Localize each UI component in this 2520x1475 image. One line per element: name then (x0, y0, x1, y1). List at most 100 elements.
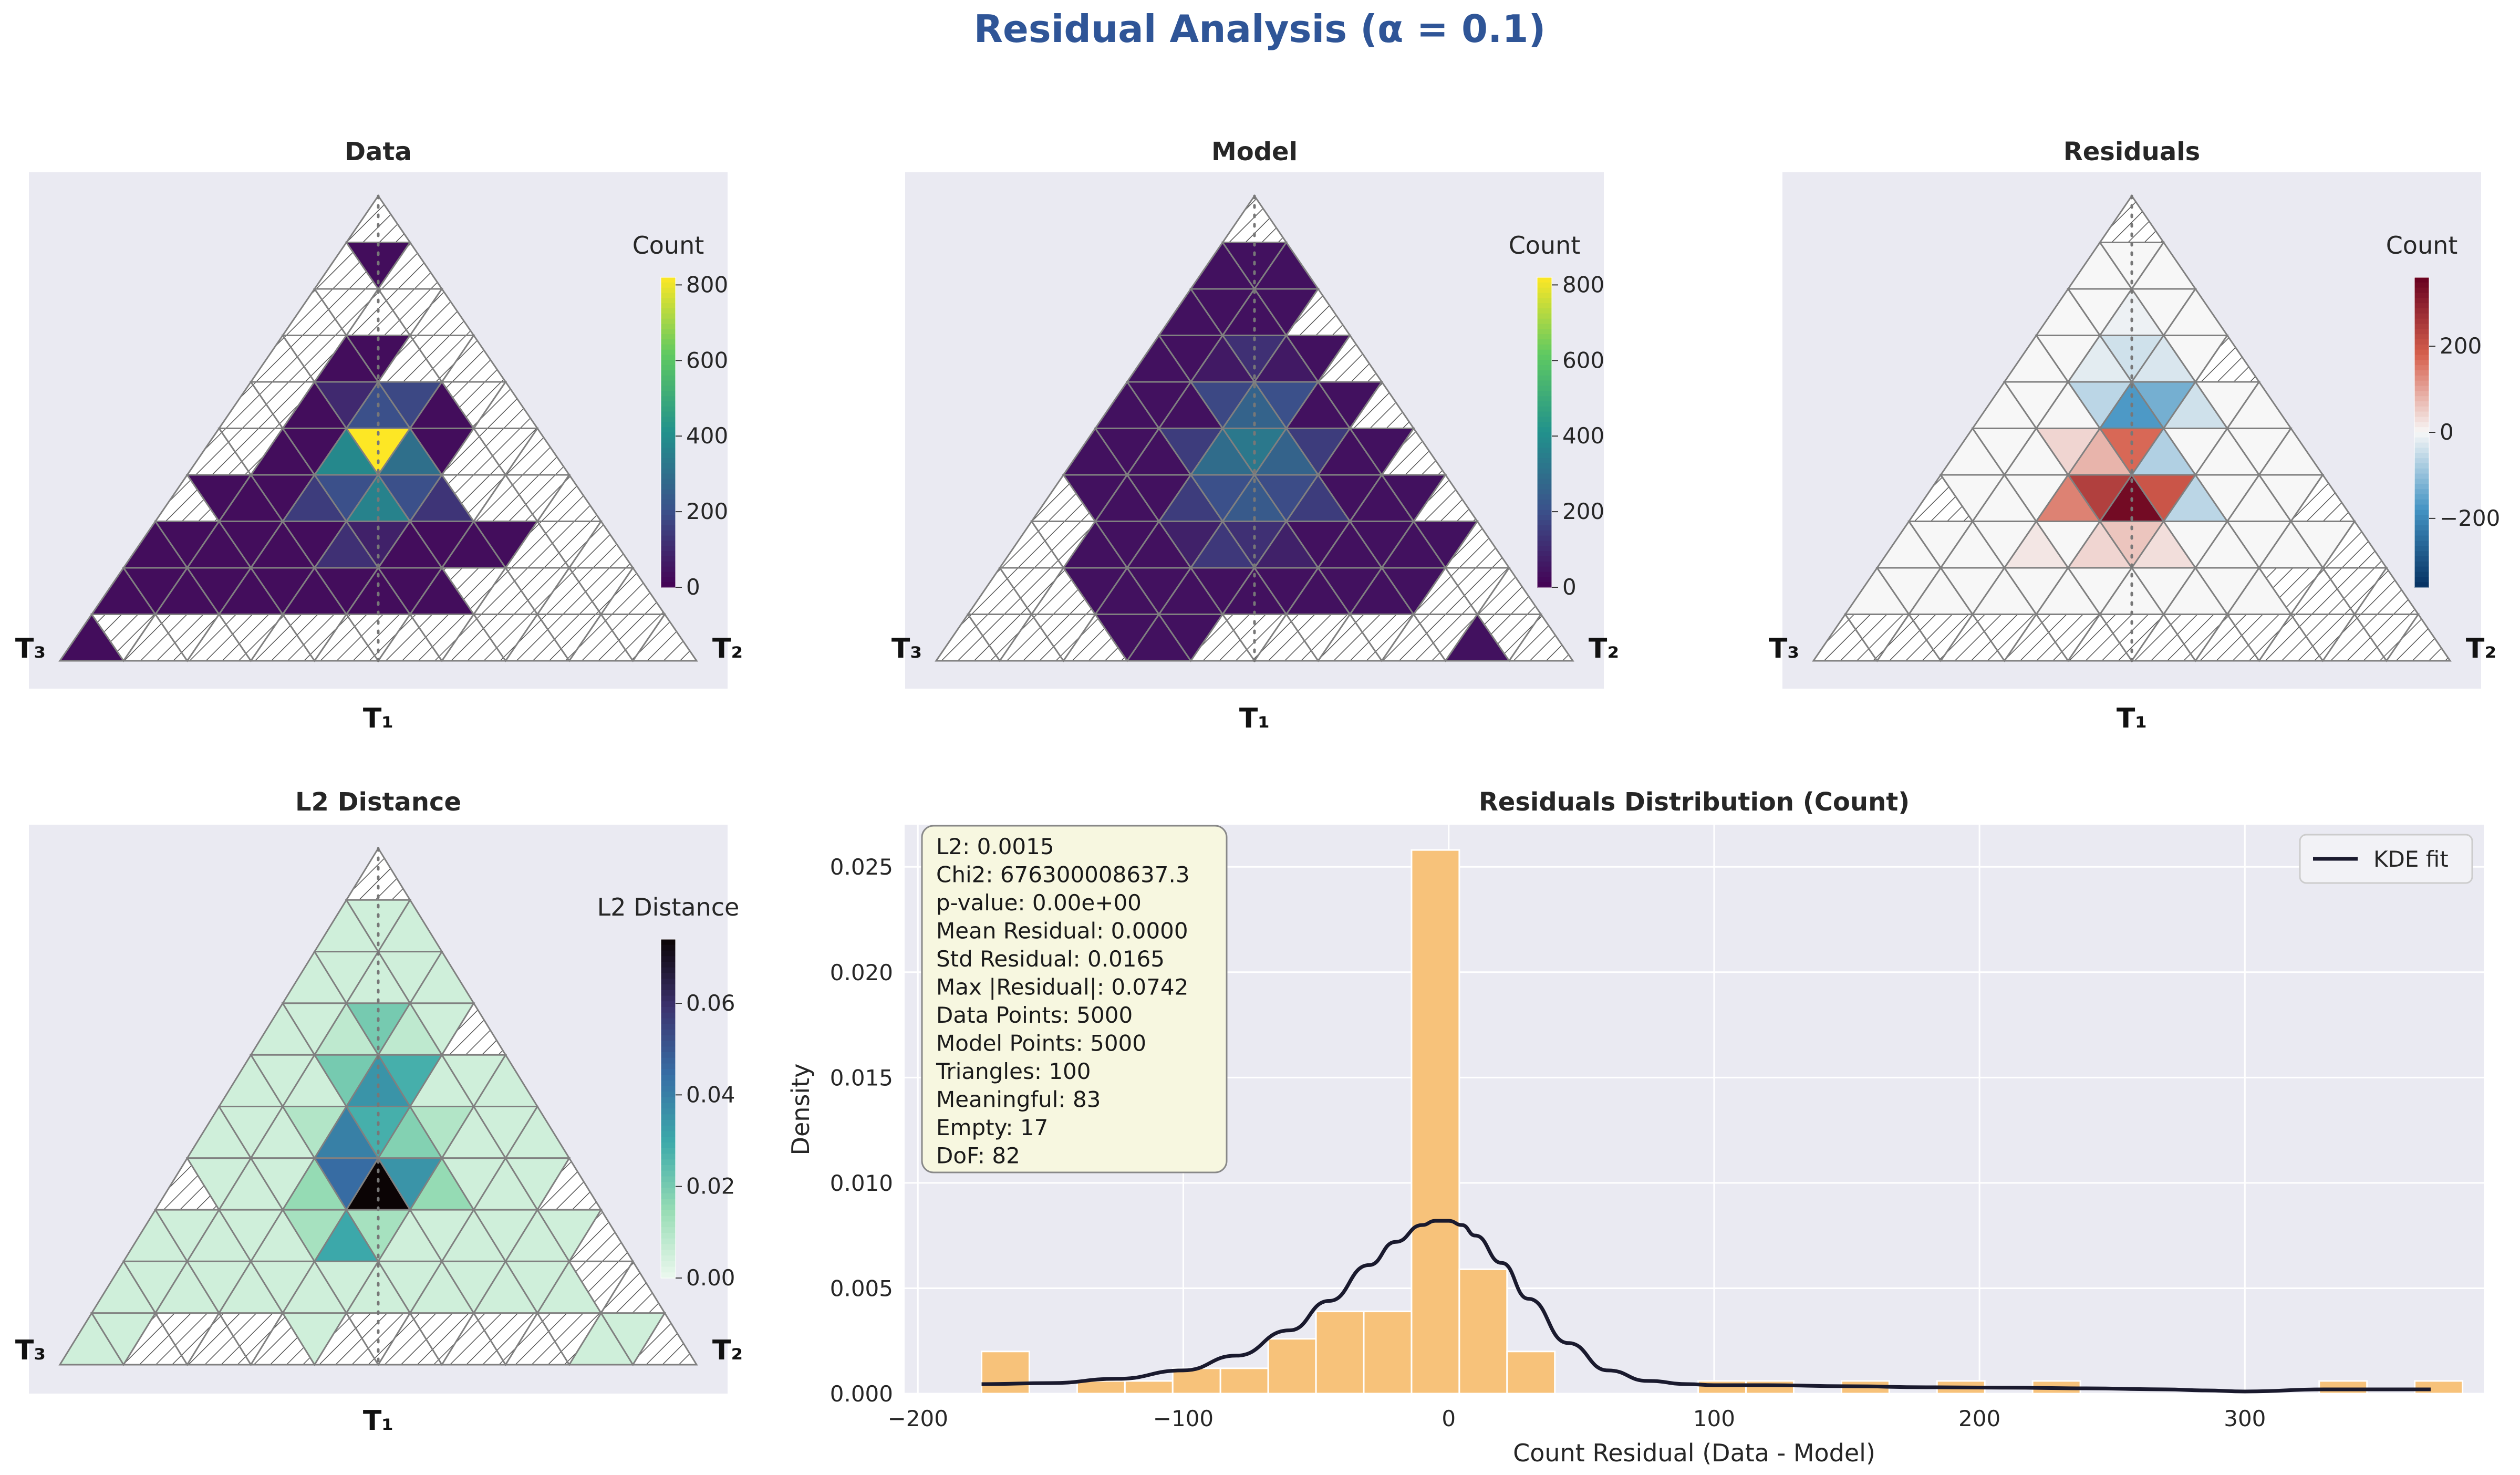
colorbar-segment (661, 427, 676, 433)
colorbar-segment (661, 1046, 676, 1053)
colorbar-label: Count (1509, 231, 1581, 259)
corner-label-t3: T₃ (891, 633, 922, 664)
colorbar-segment (2414, 360, 2429, 366)
corner-label-t2: T₂ (712, 1335, 743, 1366)
colorbar-segment (2414, 510, 2429, 516)
colorbar-segment (2414, 541, 2429, 547)
colorbar-segment (2414, 468, 2429, 474)
colorbar-segment (661, 1125, 676, 1132)
x-tick-label: 300 (2224, 1406, 2266, 1431)
stats-line: Empty: 17 (936, 1115, 1048, 1140)
histogram-bar (1458, 1268, 1508, 1395)
colorbar-segment (661, 458, 676, 464)
colorbar-segment (661, 541, 676, 547)
corner-label-t1: T₁ (363, 1405, 393, 1437)
colorbar-segment (1537, 303, 1552, 309)
colorbar-segment (661, 546, 676, 552)
colorbar-segment (1537, 386, 1552, 392)
colorbar-segment (661, 979, 676, 985)
colorbar-segment (661, 277, 676, 283)
residuals-distribution-panel: Residuals Distribution (Count) −200 −100 0… (786, 787, 2484, 1467)
colorbar-segment (1537, 484, 1552, 490)
corner-label-t3: T₃ (15, 633, 46, 664)
colorbar-segment (661, 318, 676, 325)
stats-line: Meaningful: 83 (936, 1087, 1101, 1113)
colorbar-segment (661, 1204, 676, 1211)
stats-line: Mean Residual: 0.0000 (936, 918, 1188, 944)
colorbar-segment (661, 1250, 676, 1256)
colorbar-segment (2414, 427, 2429, 433)
y-axis-label: Density (786, 1064, 815, 1156)
corner-label-t1: T₁ (363, 703, 393, 734)
colorbar-segment (2414, 535, 2429, 542)
colorbar-segment (661, 391, 676, 397)
panel-title: Model (1211, 137, 1298, 167)
colorbar-segment (1537, 417, 1552, 423)
colorbar-segment (661, 1001, 676, 1007)
colorbar-segment (661, 995, 676, 1002)
colorbar-tick-label: 0 (1562, 574, 1577, 600)
colorbar-segment (2414, 380, 2429, 387)
colorbar-segment (661, 308, 676, 314)
histogram-bar (1506, 1351, 1556, 1395)
stats-box: L2: 0.0015 Chi2: 676300008637.3p-value: 0… (921, 825, 1228, 1173)
colorbar-segment (661, 360, 676, 366)
figure-title: Residual Analysis (α = 0.1) (974, 7, 1546, 51)
colorbar-segment (2414, 432, 2429, 438)
colorbar-segment (2414, 572, 2429, 578)
colorbar-segment (661, 1052, 676, 1058)
colorbar-segment (661, 432, 676, 438)
colorbar-segment (661, 334, 676, 340)
colorbar-segment (1537, 479, 1552, 485)
ternary-cells (58, 194, 698, 662)
colorbar-segment (661, 1182, 676, 1188)
colorbar-segment (661, 494, 676, 500)
colorbar-segment (1537, 530, 1552, 536)
panel-title: Residuals (2063, 137, 2200, 167)
colorbar-segment (1537, 499, 1552, 505)
x-tick-label: −200 (888, 1406, 948, 1431)
colorbar-tick-label: 800 (686, 272, 728, 297)
colorbar-segment (2414, 530, 2429, 536)
histogram-bar (1171, 1367, 1221, 1395)
colorbar-segment (661, 396, 676, 402)
colorbar-segment (661, 1188, 676, 1194)
colorbar-segment (661, 422, 676, 428)
colorbar-segment (2414, 339, 2429, 345)
colorbar-segment (661, 1216, 676, 1222)
colorbar-segment (661, 1103, 676, 1109)
corner-label-t2: T₂ (2466, 633, 2496, 664)
colorbar-segment (661, 313, 676, 319)
colorbar-segment (1537, 504, 1552, 511)
colorbar-segment (661, 582, 676, 588)
colorbar-segment (2414, 417, 2429, 423)
stats-line: p-value: 0.00e+00 (936, 890, 1142, 916)
colorbar-segment (661, 1199, 676, 1206)
corner-label-t1: T₁ (2117, 703, 2147, 734)
histogram-bar (1124, 1380, 1174, 1395)
colorbar-segment (661, 380, 676, 387)
colorbar-segment (661, 967, 676, 974)
colorbar-label: L2 Distance (597, 893, 740, 921)
panel-title: L2 Distance (295, 787, 461, 817)
colorbar-segment (661, 1018, 676, 1025)
colorbar: L2 Distance 0.00 0.02 0.04 0.06 (597, 893, 740, 1291)
histogram-bar (1411, 849, 1460, 1395)
colorbar-segment (1537, 556, 1552, 562)
colorbar-segment (661, 293, 676, 299)
histogram-bar (1697, 1380, 1747, 1395)
colorbar-segment (661, 1131, 676, 1138)
colorbar-segment (1537, 396, 1552, 402)
colorbar-segment (2414, 473, 2429, 480)
colorbar-frame (660, 939, 676, 1279)
colorbar-segment (661, 375, 676, 381)
colorbar-tick-label: −200 (2440, 505, 2500, 531)
colorbar-segment (661, 939, 676, 946)
ternary-panel-data: Data T₁ T₃ T₂ Count 0 200 400 600 800 (15, 137, 743, 734)
colorbar-frame (660, 277, 676, 588)
colorbar-segment (661, 468, 676, 474)
colorbar-tick-label: 800 (1562, 272, 1604, 297)
stats-box-frame (921, 825, 1228, 1173)
colorbar-segment (661, 329, 676, 335)
colorbar-segment (1537, 437, 1552, 443)
